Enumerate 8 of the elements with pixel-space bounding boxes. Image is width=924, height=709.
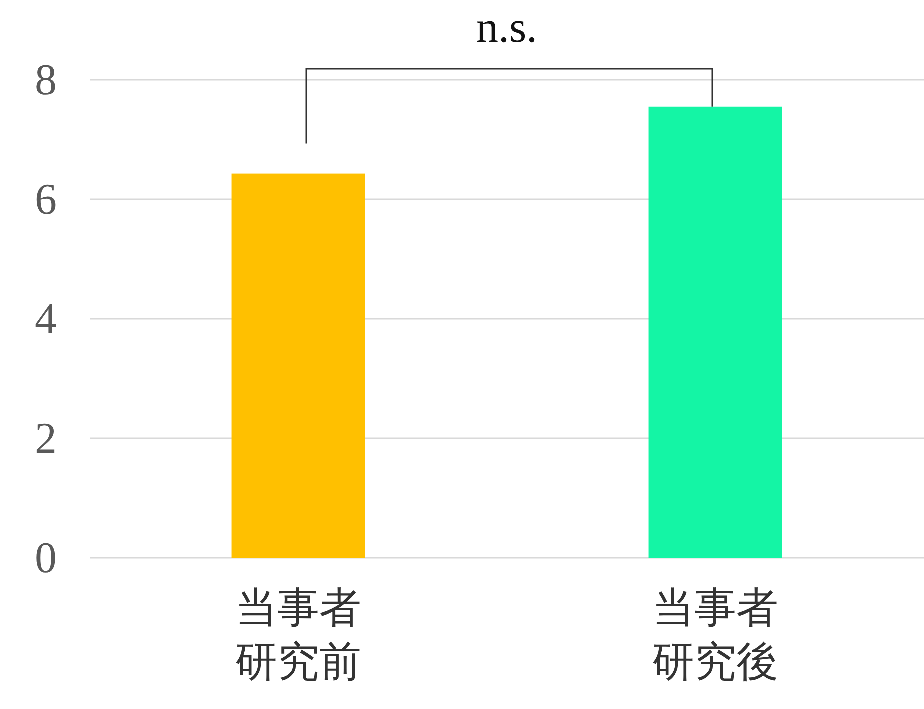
x-tick-label: 当事者研究後 — [652, 586, 778, 686]
y-tick-label: 2 — [35, 414, 57, 463]
y-tick-label: 4 — [35, 294, 57, 344]
y-tick-label: 6 — [35, 175, 57, 224]
text: n.s. — [476, 3, 538, 52]
y-tick-label: 0 — [35, 534, 57, 582]
x-tick-label: 当事者研究前 — [236, 586, 362, 686]
y-tick-label: 8 — [35, 56, 57, 104]
